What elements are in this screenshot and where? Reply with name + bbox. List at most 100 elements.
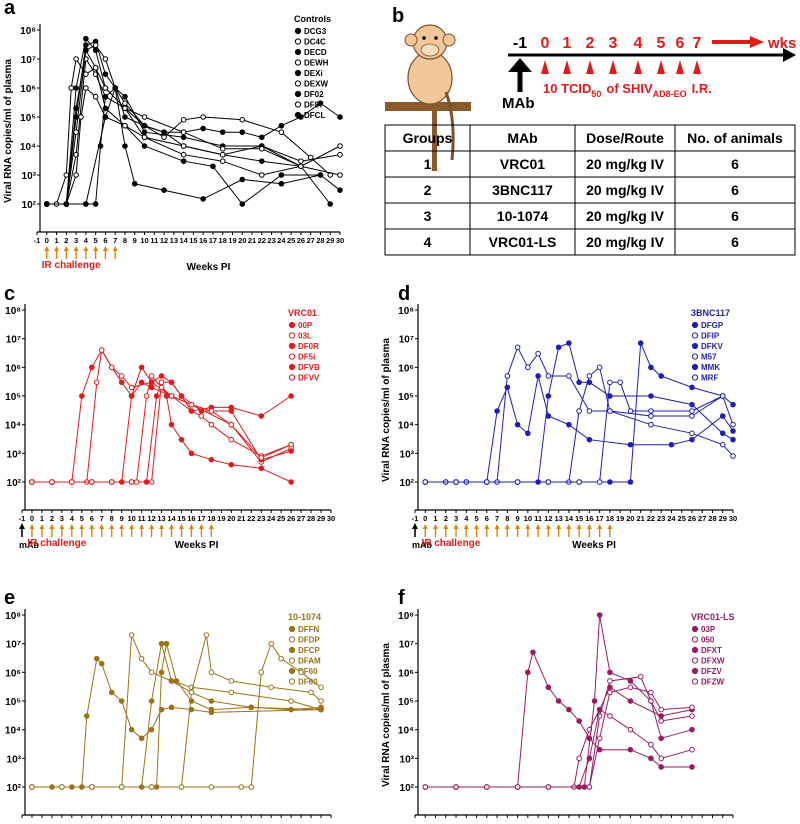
legend-title: 3BNC117 <box>691 308 730 318</box>
x-tick-label: 28 <box>316 236 324 245</box>
challenge-arrowhead <box>586 524 592 529</box>
data-point <box>648 698 654 704</box>
data-point <box>494 408 500 414</box>
y-tick-label: 10⁴ <box>5 421 21 432</box>
challenge-label: IR challenge <box>27 538 86 549</box>
data-point <box>607 479 613 485</box>
x-tick-label: 26 <box>688 514 696 523</box>
data-point <box>102 85 109 91</box>
legend-label: DFXW <box>701 657 725 666</box>
data-point <box>525 430 531 437</box>
data-point <box>259 146 265 152</box>
data-point <box>596 479 603 485</box>
legend-label: DF5i <box>298 353 315 362</box>
x-axis-title: Weeks PI <box>175 540 219 551</box>
legend-label: DFGP <box>701 321 724 330</box>
data-point <box>627 684 634 691</box>
x-tick-label: 11 <box>138 514 146 523</box>
challenge-marker <box>693 60 701 74</box>
data-point <box>29 479 35 485</box>
legend-marker <box>691 374 699 381</box>
data-point <box>637 673 644 680</box>
data-point <box>545 393 552 399</box>
data-point <box>108 364 115 371</box>
x-axis-title: Weeks PI <box>187 262 231 273</box>
x-tick-label: 22 <box>647 514 655 523</box>
legend-marker <box>294 38 302 45</box>
data-point <box>200 114 206 120</box>
challenge-marker <box>609 60 617 74</box>
legend-label: M57 <box>701 353 717 362</box>
legend-marker <box>288 321 296 329</box>
x-tick-label: -1 <box>19 514 26 523</box>
data-point <box>535 350 541 357</box>
y-tick-label: 10⁶ <box>398 363 414 374</box>
data-point <box>648 689 654 696</box>
data-point <box>239 201 246 207</box>
data-point <box>514 344 521 351</box>
data-point <box>576 379 582 386</box>
data-point <box>689 764 695 770</box>
legend-marker <box>294 27 302 35</box>
x-tick-label: 26 <box>287 514 295 523</box>
data-point <box>545 684 552 691</box>
data-point <box>596 735 603 742</box>
legend-marker <box>294 111 302 119</box>
x-tick-label: 10 <box>127 514 135 523</box>
data-point <box>92 201 99 207</box>
x-tick-label: 27 <box>698 514 706 523</box>
x-tick-label: 30 <box>336 236 344 245</box>
x-tick-label: 2 <box>444 514 448 523</box>
data-point <box>337 151 343 158</box>
challenge-arrowhead <box>69 524 75 529</box>
challenge-arrowhead <box>576 524 582 529</box>
y-tick-label: 10⁵ <box>5 392 21 403</box>
data-point <box>607 678 613 684</box>
x-tick-label: 9 <box>133 236 137 245</box>
data-point <box>43 201 50 207</box>
x-axis-title: Weeks PI <box>572 540 616 551</box>
data-point <box>200 196 206 202</box>
table-cell: 6 <box>731 182 739 198</box>
legend-marker <box>288 374 296 381</box>
data-point <box>83 201 89 207</box>
x-tick-label: 22 <box>247 514 255 523</box>
data-point <box>576 479 582 485</box>
legend-label: 00P <box>298 321 313 330</box>
data-point <box>453 784 459 790</box>
challenge-arrowhead <box>474 524 480 529</box>
y-axis-title: Viral RNA copies/ml of plasma <box>3 59 14 203</box>
data-point <box>73 129 79 135</box>
x-tick-label: 3 <box>60 514 64 523</box>
y-tick-label: 10³ <box>400 754 415 765</box>
y-tick-label: 10³ <box>22 171 37 182</box>
data-point <box>317 172 324 178</box>
data-point <box>122 93 128 100</box>
timeline-week: 0 <box>541 35 550 52</box>
data-point <box>122 114 128 120</box>
series-line <box>425 686 693 788</box>
data-point <box>288 448 294 454</box>
legend-label: DFAM <box>298 657 321 666</box>
data-point <box>180 143 187 149</box>
data-point <box>122 100 128 106</box>
x-tick-label: 20 <box>227 514 235 523</box>
legend-marker <box>288 657 296 664</box>
data-point <box>188 450 195 457</box>
data-point <box>689 713 695 719</box>
challenge-arrowhead <box>129 524 135 529</box>
data-point <box>208 706 215 713</box>
data-point <box>658 764 664 770</box>
data-point <box>288 441 294 448</box>
data-point <box>648 393 654 399</box>
y-tick-label: 10² <box>7 783 22 794</box>
x-tick-label: 18 <box>219 236 227 245</box>
legend-label: MMK <box>701 363 720 372</box>
legend-label: DFFN <box>298 625 320 634</box>
data-point <box>658 713 664 719</box>
data-point <box>566 421 572 428</box>
data-point <box>730 453 736 459</box>
dose-mid: of SHIV <box>606 81 653 96</box>
x-tick-label: 0 <box>30 514 34 523</box>
